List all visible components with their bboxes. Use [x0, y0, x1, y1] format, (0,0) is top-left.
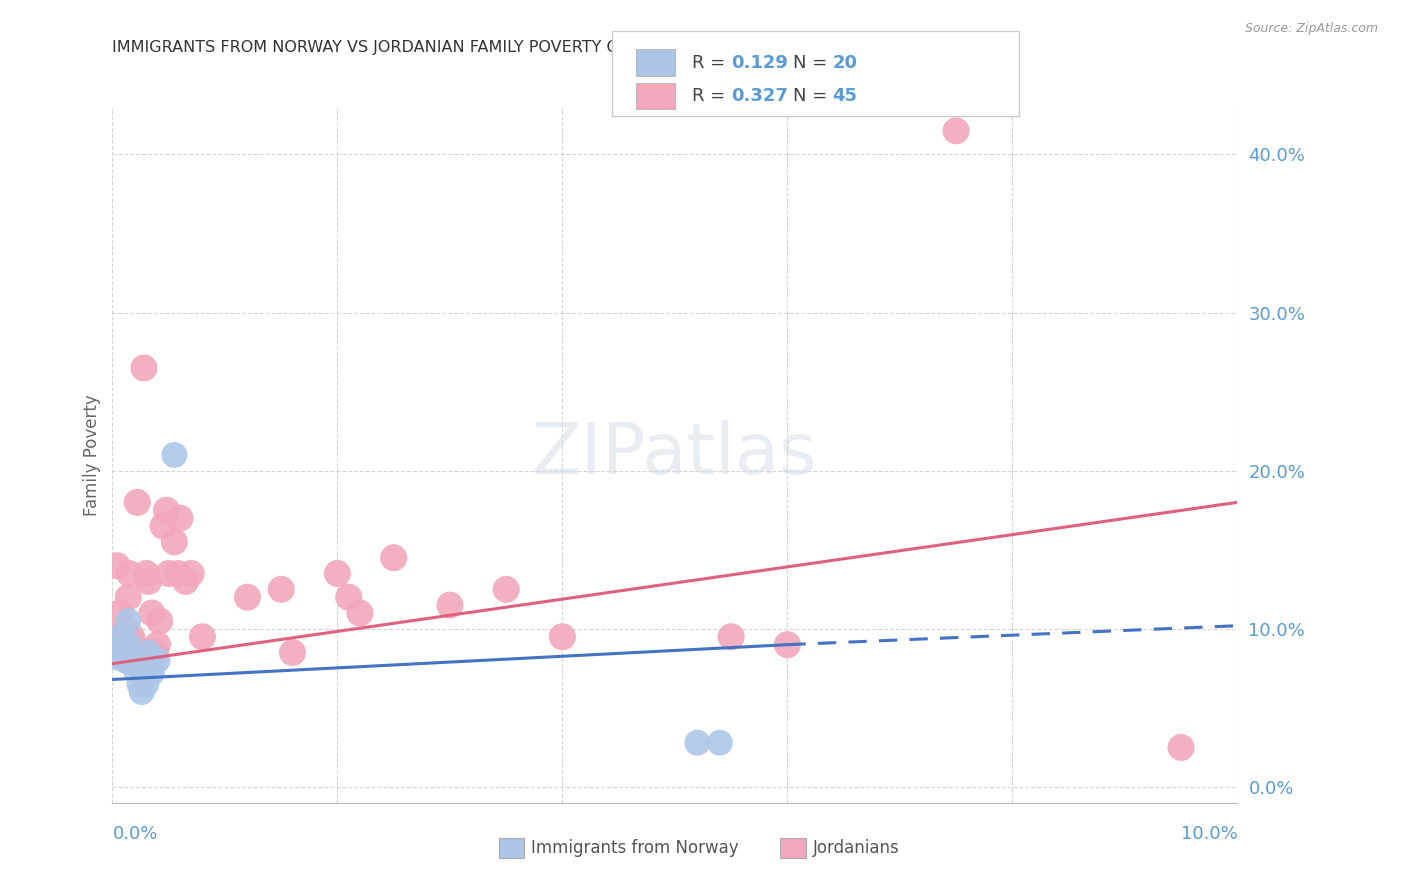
- Point: [121, 653, 143, 667]
- Text: R =: R =: [692, 87, 731, 105]
- Point: [132, 361, 155, 376]
- Text: Source: ZipAtlas.com: Source: ZipAtlas.com: [1244, 22, 1378, 36]
- Text: 20: 20: [832, 54, 858, 71]
- Text: 0.327: 0.327: [731, 87, 787, 105]
- Point: [163, 534, 186, 549]
- Point: [146, 638, 169, 652]
- Point: [166, 566, 188, 581]
- Text: 45: 45: [832, 87, 858, 105]
- Point: [117, 591, 139, 605]
- Point: [124, 638, 146, 652]
- Point: [945, 124, 967, 138]
- Point: [141, 666, 163, 681]
- Point: [132, 661, 155, 675]
- Point: [152, 519, 174, 533]
- Point: [115, 653, 138, 667]
- Point: [110, 640, 132, 655]
- Point: [127, 657, 149, 671]
- Point: [155, 503, 177, 517]
- Text: 10.0%: 10.0%: [1181, 825, 1237, 843]
- Point: [131, 685, 153, 699]
- Point: [720, 630, 742, 644]
- Point: [110, 638, 132, 652]
- Point: [270, 582, 292, 597]
- Text: N =: N =: [793, 54, 832, 71]
- Point: [281, 646, 304, 660]
- Point: [157, 566, 180, 581]
- Point: [776, 638, 799, 652]
- Point: [111, 646, 134, 660]
- Point: [105, 650, 128, 665]
- Point: [349, 606, 371, 620]
- Text: 0.129: 0.129: [731, 54, 787, 71]
- Point: [110, 630, 132, 644]
- Text: Immigrants from Norway: Immigrants from Norway: [531, 839, 740, 857]
- Point: [118, 566, 141, 581]
- Point: [1170, 740, 1192, 755]
- Point: [115, 622, 138, 636]
- Point: [118, 638, 141, 652]
- Text: Jordanians: Jordanians: [813, 839, 900, 857]
- Point: [138, 574, 160, 589]
- Point: [174, 574, 197, 589]
- Point: [135, 677, 157, 691]
- Point: [686, 736, 709, 750]
- Point: [127, 495, 149, 509]
- Text: IMMIGRANTS FROM NORWAY VS JORDANIAN FAMILY POVERTY CORRELATION CHART: IMMIGRANTS FROM NORWAY VS JORDANIAN FAMI…: [112, 40, 780, 55]
- Text: N =: N =: [793, 87, 832, 105]
- Text: 0.0%: 0.0%: [112, 825, 157, 843]
- Point: [117, 614, 139, 628]
- Point: [129, 646, 152, 660]
- Point: [128, 677, 150, 691]
- Point: [439, 598, 461, 612]
- Point: [112, 646, 135, 660]
- Point: [191, 630, 214, 644]
- Text: ZIPatlas: ZIPatlas: [531, 420, 818, 490]
- Y-axis label: Family Poverty: Family Poverty: [83, 394, 101, 516]
- Point: [112, 638, 135, 652]
- Point: [169, 511, 191, 525]
- Point: [110, 630, 132, 644]
- Point: [326, 566, 349, 581]
- Point: [141, 606, 163, 620]
- Point: [143, 646, 166, 660]
- Point: [138, 646, 160, 660]
- Point: [495, 582, 517, 597]
- Point: [124, 661, 146, 675]
- Point: [382, 550, 405, 565]
- Point: [163, 448, 186, 462]
- Point: [709, 736, 731, 750]
- Text: R =: R =: [692, 54, 731, 71]
- Point: [551, 630, 574, 644]
- Point: [135, 566, 157, 581]
- Point: [149, 614, 172, 628]
- Point: [236, 591, 259, 605]
- Point: [180, 566, 202, 581]
- Point: [337, 591, 360, 605]
- Point: [121, 630, 143, 644]
- Point: [105, 558, 128, 573]
- Point: [114, 646, 136, 660]
- Point: [115, 653, 138, 667]
- Point: [108, 606, 131, 620]
- Point: [146, 653, 169, 667]
